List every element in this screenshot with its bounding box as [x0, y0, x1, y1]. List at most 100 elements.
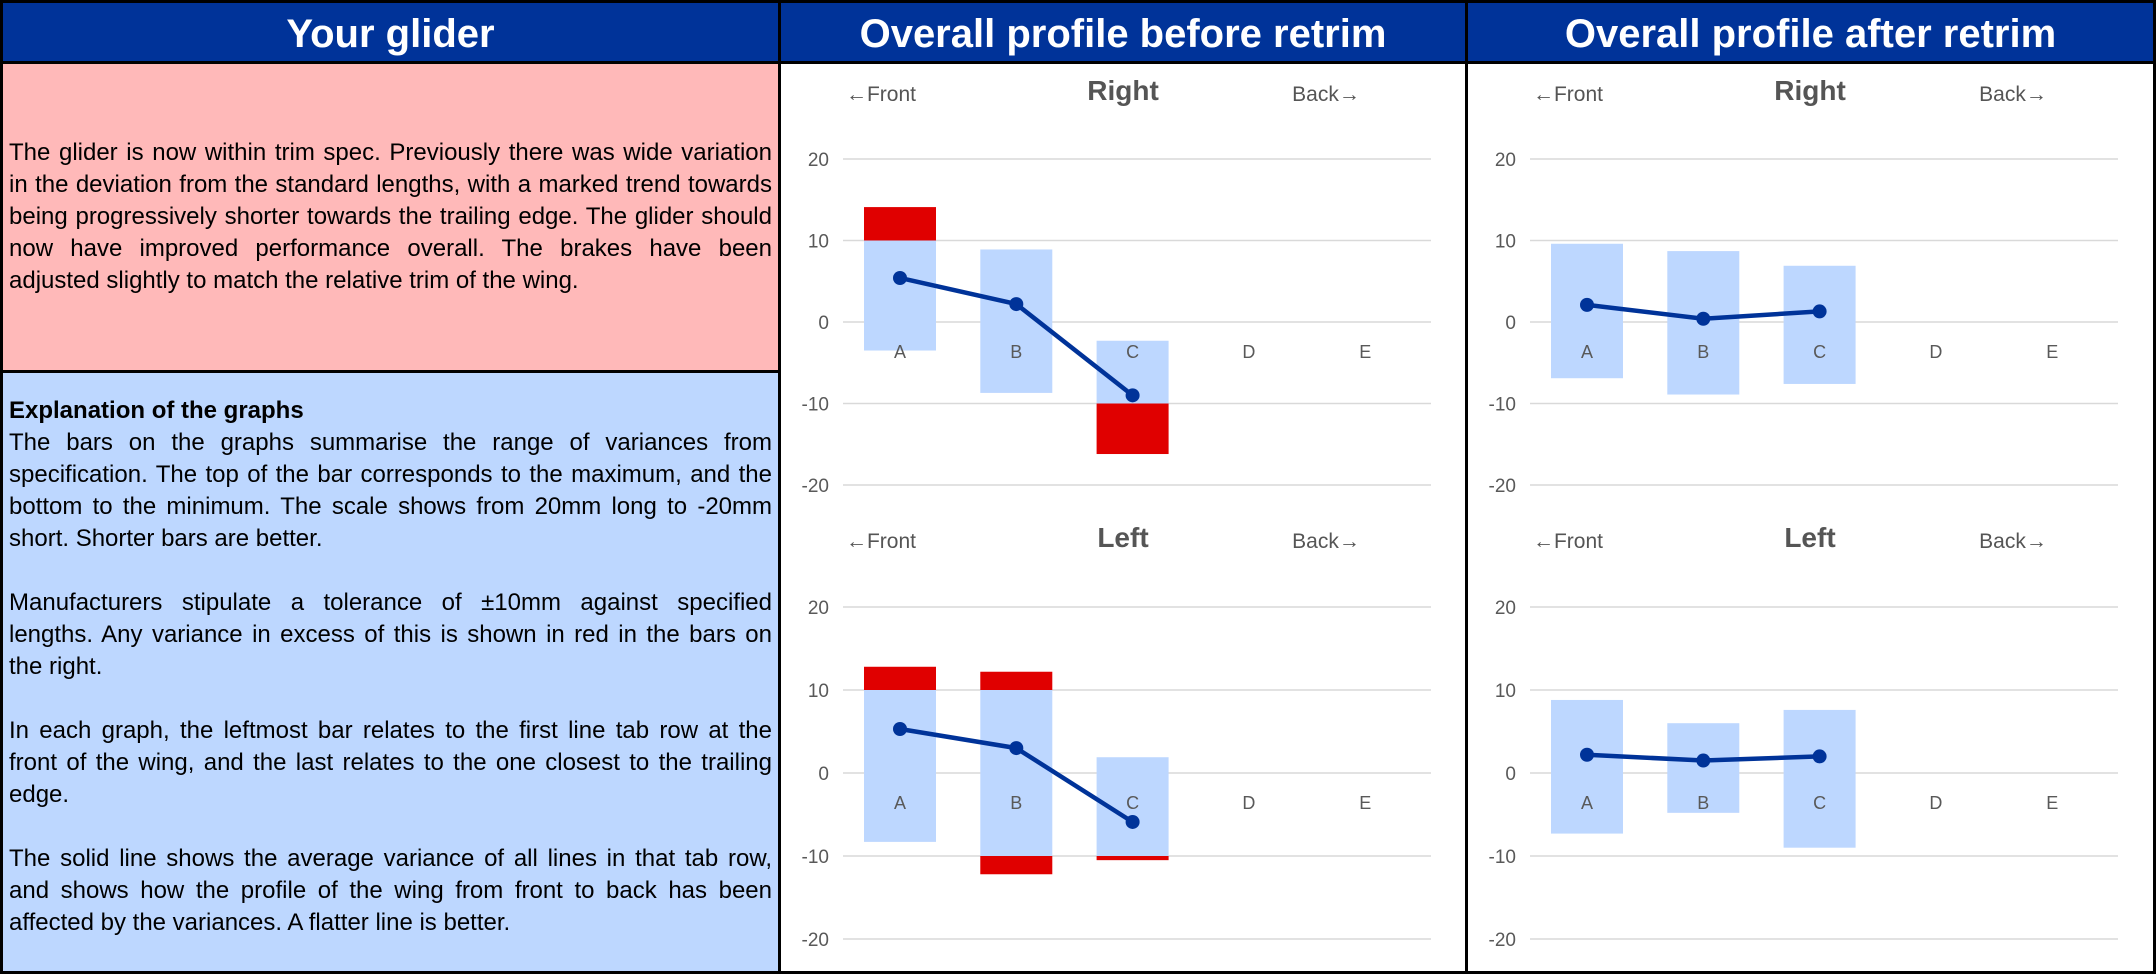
y-tick-label: 0 — [818, 764, 829, 785]
range-bar — [1783, 265, 1856, 384]
front-label: ←Front — [846, 530, 916, 553]
chart-before-right-svg: Right ←Front Back→ 20 10 0 -10 -20 A B C D E — [802, 75, 1431, 497]
range-bar — [864, 690, 936, 842]
category-label: D — [1929, 342, 1942, 362]
average-point — [1696, 753, 1711, 768]
category-label: C — [1126, 342, 1139, 362]
explanation-paragraph: The solid line shows the average varianc… — [9, 845, 772, 936]
header-divider — [3, 61, 2153, 64]
category-label: E — [1359, 342, 1371, 362]
chart-after-left-svg: Left ←Front Back→ 20 10 0 -10 -20 A B C D E — [1489, 522, 2118, 951]
excess-bar — [980, 671, 1053, 690]
range-bar — [1667, 723, 1740, 813]
excess-bar — [980, 856, 1053, 875]
column-divider-2 — [1465, 3, 1468, 971]
range-bar — [1551, 699, 1623, 834]
category-label: C — [1126, 793, 1139, 813]
range-bar — [864, 240, 936, 351]
category-label: D — [1242, 793, 1255, 813]
chart-title: Left — [1097, 522, 1148, 553]
range-bar — [980, 690, 1053, 856]
y-tick-label: 10 — [808, 232, 829, 253]
y-tick-label: 20 — [808, 598, 829, 619]
y-tick-label: 0 — [818, 313, 829, 334]
y-tick-label: 20 — [808, 150, 829, 171]
category-label: B — [1010, 793, 1022, 813]
category-label: B — [1697, 793, 1709, 813]
chart-title: Right — [1774, 75, 1846, 106]
category-label: D — [1242, 342, 1255, 362]
excess-bar — [1096, 403, 1169, 455]
y-tick-label: -20 — [1489, 476, 1516, 497]
back-label: Back→ — [1292, 83, 1360, 106]
average-point — [1009, 741, 1024, 756]
category-label: E — [1359, 793, 1371, 813]
average-point — [1812, 749, 1827, 764]
explanation-paragraph: The bars on the graphs summarise the ran… — [9, 429, 772, 552]
y-tick-label: 10 — [1495, 681, 1516, 702]
average-point — [1125, 388, 1140, 403]
chart-after-left: Left ←Front Back→ 20 10 0 -10 -20 A B C D E — [1468, 511, 2153, 971]
chart-title: Left — [1784, 522, 1835, 553]
y-tick-label: -10 — [1489, 395, 1516, 416]
chart-before-right: Right ←Front Back→ 20 10 0 -10 -20 A B C D E — [781, 64, 1465, 509]
category-label: B — [1010, 342, 1022, 362]
category-label: E — [2046, 793, 2058, 813]
front-label: ←Front — [846, 83, 916, 106]
category-label: C — [1813, 793, 1826, 813]
y-tick-label: -10 — [802, 847, 829, 868]
explanation-paragraph: In each graph, the leftmost bar relates … — [9, 717, 772, 808]
y-tick-label: -20 — [1489, 930, 1516, 951]
category-label: B — [1697, 342, 1709, 362]
chart-before-left: Left ←Front Back→ 20 10 0 -10 -20 A B C D E — [781, 511, 1465, 971]
average-point — [1009, 297, 1024, 312]
column-divider-1 — [778, 3, 781, 971]
y-tick-label: 0 — [1505, 313, 1516, 334]
front-label: ←Front — [1533, 83, 1603, 106]
chart-before-left-svg: Left ←Front Back→ 20 10 0 -10 -20 A B C D E — [802, 522, 1431, 951]
header-after-retrim: Overall profile after retrim — [1468, 3, 2153, 61]
y-tick-label: 20 — [1495, 150, 1516, 171]
excess-bar — [864, 666, 936, 690]
category-label: D — [1929, 793, 1942, 813]
category-label: A — [894, 793, 906, 813]
back-label: Back→ — [1979, 530, 2047, 553]
category-label: A — [894, 342, 906, 362]
explanation-panel: Explanation of the graphs The bars on th… — [3, 373, 778, 971]
category-label: E — [2046, 342, 2058, 362]
front-label: ←Front — [1533, 530, 1603, 553]
y-tick-label: -10 — [802, 395, 829, 416]
range-bar — [1783, 709, 1856, 848]
excess-bar — [1096, 856, 1169, 861]
y-tick-label: 20 — [1495, 598, 1516, 619]
category-label: A — [1581, 342, 1593, 362]
chart-after-right-svg: Right ←Front Back→ 20 10 0 -10 -20 A B C D E — [1489, 75, 2118, 497]
back-label: Back→ — [1292, 530, 1360, 553]
y-tick-label: -10 — [1489, 847, 1516, 868]
chart-after-right: Right ←Front Back→ 20 10 0 -10 -20 A B C D E — [1468, 64, 2153, 509]
header-before-retrim: Overall profile before retrim — [781, 3, 1465, 61]
explanation-title: Explanation of the graphs — [9, 397, 304, 424]
summary-panel: The glider is now within trim spec. Prev… — [3, 64, 778, 370]
average-point — [1580, 297, 1594, 312]
y-tick-label: -20 — [802, 476, 829, 497]
y-tick-label: -20 — [802, 930, 829, 951]
chart-title: Right — [1087, 75, 1159, 106]
category-label: A — [1581, 793, 1593, 813]
header-your-glider: Your glider — [3, 3, 778, 61]
y-tick-label: 10 — [808, 681, 829, 702]
panel-divider — [3, 370, 778, 373]
average-point — [893, 722, 907, 737]
average-point — [1125, 814, 1140, 829]
back-label: Back→ — [1979, 83, 2047, 106]
summary-text: The glider is now within trim spec. Prev… — [9, 139, 772, 294]
average-point — [1812, 304, 1827, 319]
y-tick-label: 10 — [1495, 232, 1516, 253]
category-label: C — [1813, 342, 1826, 362]
y-tick-label: 0 — [1505, 764, 1516, 785]
excess-bar — [864, 207, 936, 241]
average-point — [893, 270, 907, 285]
average-point — [1696, 311, 1711, 326]
explanation-paragraph: Manufacturers stipulate a tolerance of ±… — [9, 589, 772, 680]
